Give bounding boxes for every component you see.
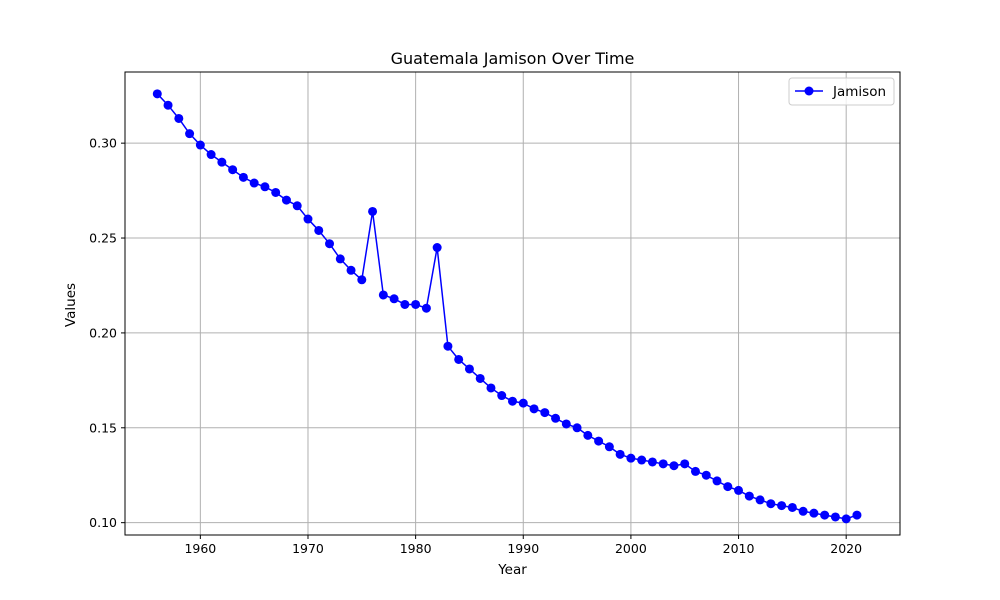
- data-point: [712, 476, 722, 486]
- legend-label-jamison: Jamison: [832, 84, 886, 100]
- y-axis-label: Values: [63, 283, 79, 327]
- data-point: [830, 512, 840, 522]
- data-point: [357, 275, 367, 285]
- data-point: [658, 459, 668, 469]
- data-point: [486, 383, 496, 393]
- data-point: [540, 408, 550, 418]
- data-point: [604, 442, 614, 452]
- x-tick-label: 1970: [292, 541, 324, 556]
- x-tick-label: 1960: [184, 541, 216, 556]
- data-point: [809, 508, 819, 518]
- data-point: [260, 182, 270, 192]
- legend: Jamison: [788, 77, 895, 106]
- data-point: [820, 510, 830, 520]
- data-point: [787, 502, 797, 512]
- y-tick-label: 0.15: [89, 420, 117, 435]
- data-point: [443, 341, 453, 351]
- data-point: [583, 430, 593, 440]
- data-point: [185, 129, 195, 139]
- data-point: [325, 239, 335, 249]
- data-point: [152, 89, 162, 99]
- chart-title: Guatemala Jamison Over Time: [391, 49, 635, 68]
- data-point: [723, 482, 733, 492]
- data-point: [174, 113, 184, 123]
- data-point: [454, 354, 464, 364]
- data-point: [690, 466, 700, 476]
- data-point: [195, 140, 205, 150]
- data-point: [647, 457, 657, 467]
- data-point: [378, 290, 388, 300]
- data-point: [411, 299, 421, 309]
- data-point: [518, 398, 528, 408]
- x-tick-label: 2000: [615, 541, 647, 556]
- data-point: [421, 303, 431, 313]
- legend-box: [788, 77, 895, 106]
- data-point: [335, 254, 345, 264]
- x-tick-label: 1980: [400, 541, 432, 556]
- data-point: [572, 423, 582, 433]
- y-tick-label: 0.10: [89, 515, 117, 530]
- y-tick-label: 0.25: [89, 231, 117, 246]
- data-point: [701, 470, 711, 480]
- data-point: [561, 419, 571, 429]
- x-axis-label: Year: [497, 562, 527, 578]
- series-jamison: [152, 89, 862, 524]
- y-axis-ticks: 0.10 0.15 0.20 0.25 0.30: [89, 136, 125, 530]
- data-point: [852, 510, 862, 520]
- data-point: [615, 449, 625, 459]
- data-point: [464, 364, 474, 374]
- x-tick-label: 1990: [507, 541, 539, 556]
- data-point: [346, 265, 356, 275]
- plot-frame: [124, 71, 901, 536]
- data-point: [734, 485, 744, 495]
- data-point: [637, 455, 647, 465]
- data-point: [626, 453, 636, 463]
- data-point: [798, 506, 808, 516]
- x-axis-ticks: 1960 1970 1980 1990 2000 2010 2020: [184, 535, 862, 556]
- data-point: [249, 178, 259, 188]
- data-point: [271, 187, 281, 197]
- data-point: [475, 373, 485, 383]
- data-point: [755, 495, 765, 505]
- data-point: [303, 214, 313, 224]
- data-point: [669, 461, 679, 471]
- data-point: [744, 491, 754, 501]
- data-point: [777, 501, 787, 511]
- data-point: [551, 413, 561, 423]
- data-point: [594, 436, 604, 446]
- data-point: [206, 150, 216, 160]
- data-point: [497, 391, 507, 401]
- data-point: [238, 172, 248, 182]
- data-point: [368, 206, 378, 216]
- data-point: [529, 404, 539, 414]
- x-tick-label: 2010: [723, 541, 755, 556]
- x-tick-label: 2020: [830, 541, 862, 556]
- data-point: [508, 396, 517, 406]
- data-point: [400, 299, 410, 309]
- data-point: [841, 514, 851, 524]
- data-point: [217, 157, 227, 167]
- data-point: [680, 459, 690, 469]
- data-point: [281, 195, 291, 205]
- y-tick-label: 0.30: [89, 136, 117, 151]
- data-point: [292, 201, 302, 211]
- data-point: [432, 243, 442, 253]
- data-point: [228, 165, 238, 175]
- data-point: [314, 225, 324, 235]
- data-point: [163, 100, 173, 110]
- data-point: [389, 294, 399, 304]
- legend-marker-swatch: [804, 86, 814, 96]
- y-tick-label: 0.20: [89, 325, 117, 340]
- data-point: [766, 499, 776, 509]
